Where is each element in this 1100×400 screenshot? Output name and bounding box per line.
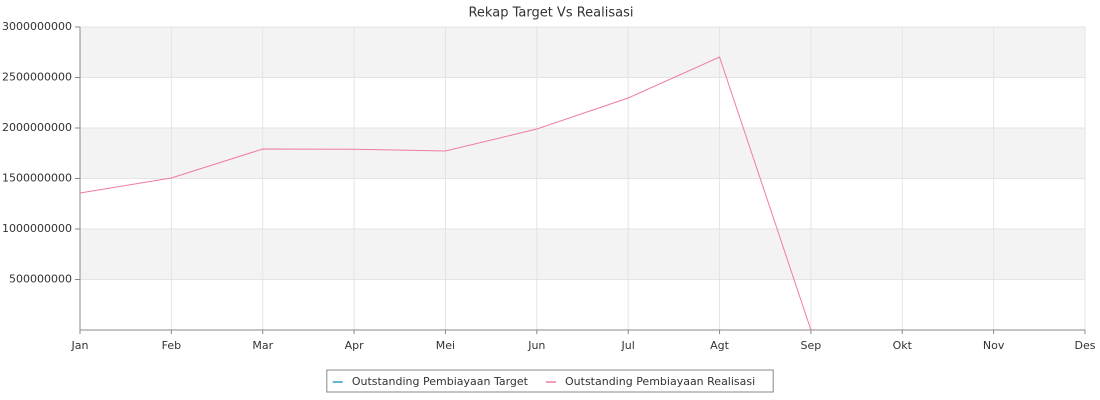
x-tick-label: Sep (801, 339, 822, 352)
grid-band (80, 229, 1085, 280)
y-tick-label: 1500000000 (2, 172, 72, 185)
legend-label: Outstanding Pembiayaan Realisasi (565, 375, 755, 388)
grid-band (80, 128, 1085, 179)
legend-label: Outstanding Pembiayaan Target (352, 375, 529, 388)
y-tick-label: 500000000 (9, 273, 72, 286)
legend-box (326, 369, 774, 393)
x-tick-label: Mei (436, 339, 455, 352)
x-tick-label: Feb (162, 339, 181, 352)
x-tick-label: Apr (345, 339, 365, 352)
x-tick-label: Okt (893, 339, 913, 352)
x-tick-label: Agt (710, 339, 730, 352)
y-tick-label: 2000000000 (2, 121, 72, 134)
x-tick-label: Jun (527, 339, 545, 352)
y-tick-label: 2500000000 (2, 71, 72, 84)
chart-title: Rekap Target Vs Realisasi (468, 6, 633, 21)
x-tick-label: Jan (71, 339, 89, 352)
x-tick-label: Mar (252, 339, 273, 352)
x-tick-label: Des (1075, 339, 1096, 352)
y-tick-label: 3000000000 (2, 20, 72, 33)
x-tick-label: Jul (621, 339, 635, 352)
series-line (79, 56, 812, 331)
x-tick-label: Nov (983, 339, 1005, 352)
legend: Outstanding Pembiayaan Target Outstanding… (326, 369, 774, 393)
grid-band (80, 27, 1085, 78)
y-tick-label: 1000000000 (2, 222, 72, 235)
